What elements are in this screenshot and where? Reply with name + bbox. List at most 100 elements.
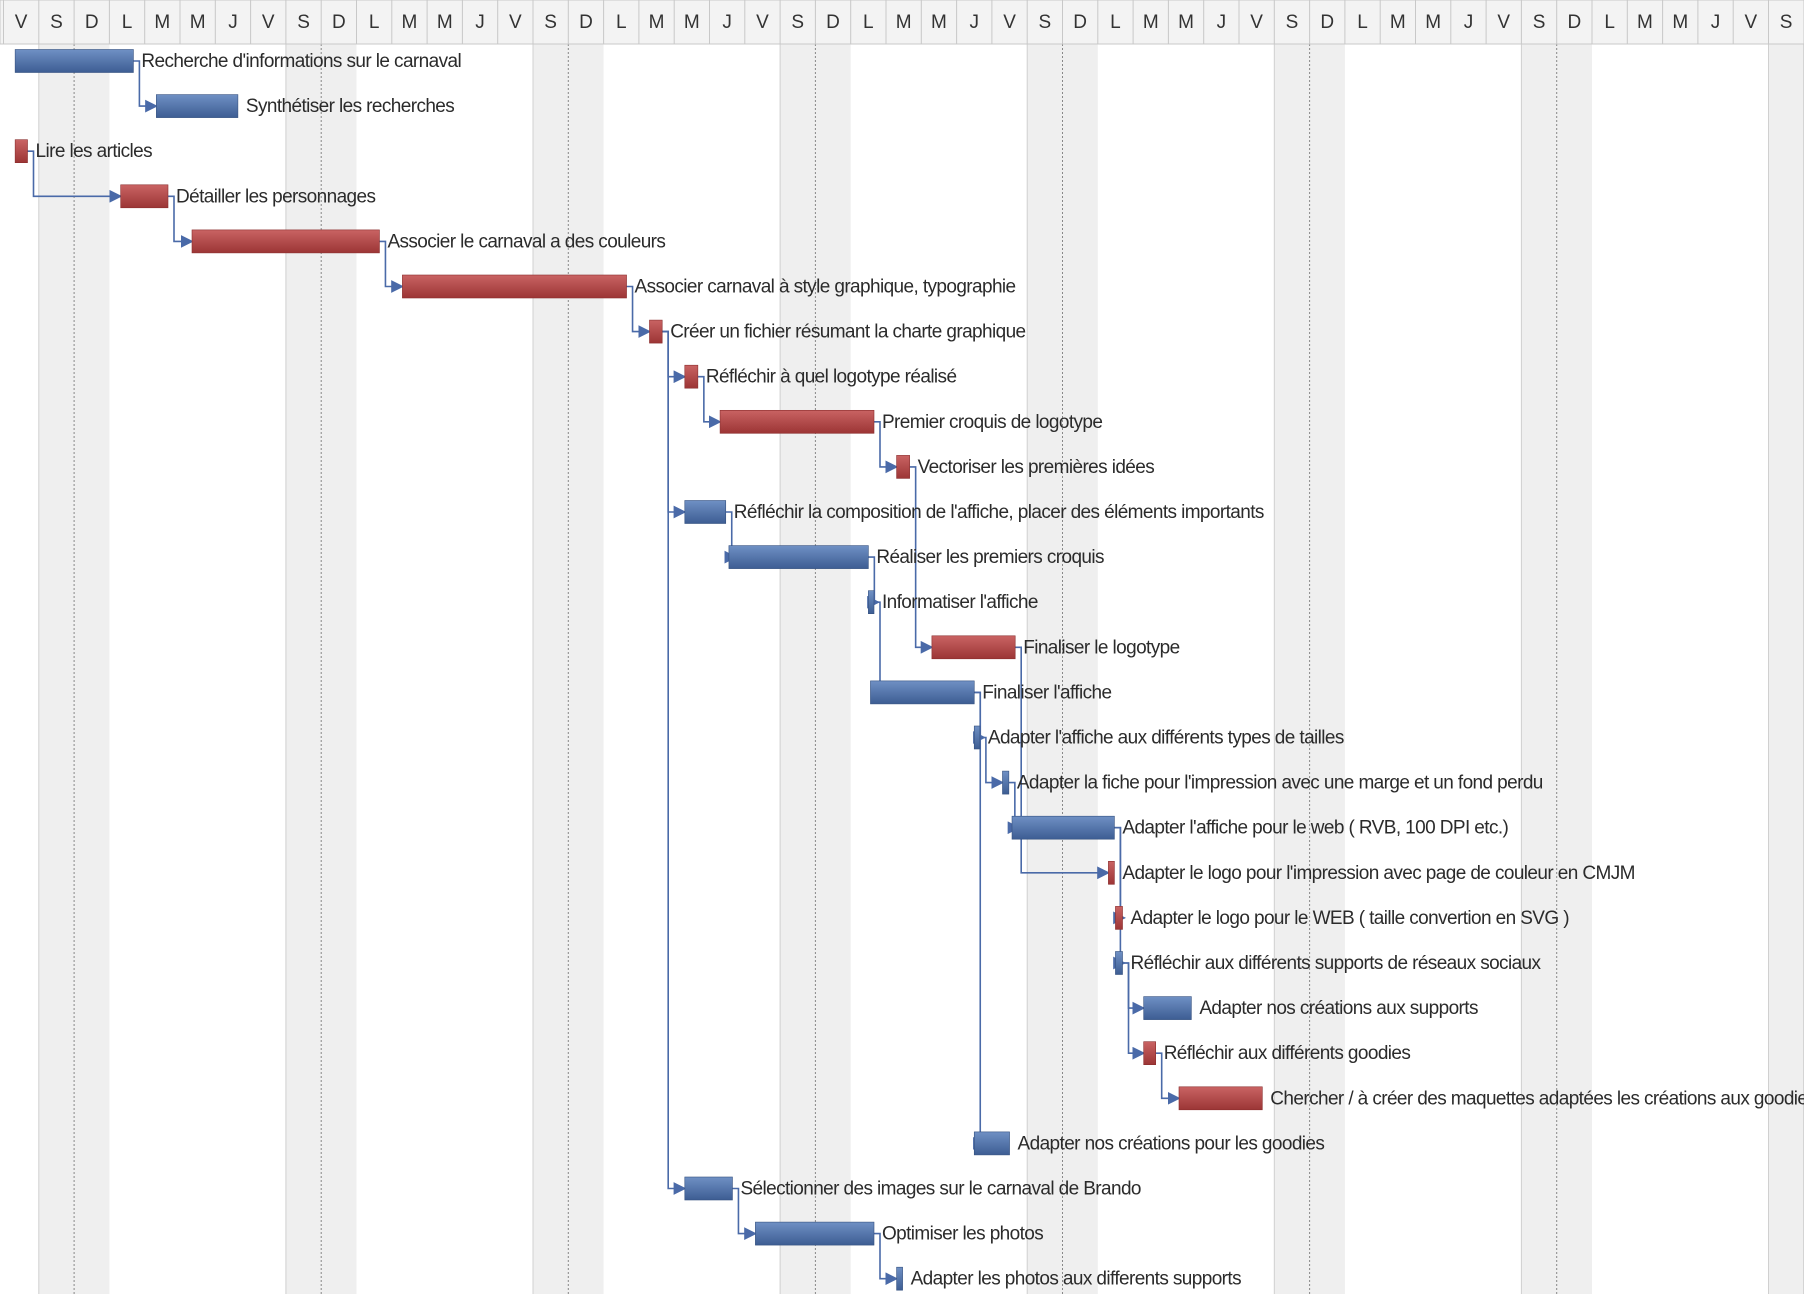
- task-bar: [402, 274, 627, 299]
- day-tick-label: D: [85, 12, 99, 33]
- task-label: Premier croquis de logotype: [882, 412, 1102, 433]
- task-label: Informatiser l'affiche: [882, 592, 1038, 613]
- day-tick-label: S: [297, 12, 310, 33]
- task-bar: [1011, 815, 1115, 840]
- weekend-band: [815, 44, 851, 1294]
- task-bar: [973, 725, 981, 750]
- weekend-bands: [38, 0, 1804, 1294]
- task-label: Lire les articles: [36, 141, 153, 162]
- task-bar: [14, 49, 134, 73]
- day-tick-label: L: [369, 12, 380, 33]
- day-tick-label: V: [262, 12, 275, 33]
- task-label: Adapter l'affiche aux différents types d…: [988, 728, 1344, 749]
- task-label: Recherche d'informations sur le carnaval: [141, 51, 461, 72]
- day-tick-label: V: [1003, 12, 1016, 33]
- task-bars: [14, 49, 1263, 1291]
- task-bar: [719, 409, 875, 434]
- dependency-arrow: [697, 375, 722, 429]
- day-tick-label: D: [1567, 12, 1581, 33]
- day-tick-label: M: [649, 12, 665, 33]
- task-label: Chercher / à créer des maquettes adaptée…: [1270, 1088, 1804, 1109]
- weekend-band: [1309, 44, 1345, 1294]
- task-bar: [755, 1221, 875, 1246]
- day-tick-label: J: [1711, 12, 1721, 33]
- task-bar: [973, 1131, 1010, 1156]
- day-tick-label: M: [1178, 12, 1194, 33]
- day-tick-label: D: [1073, 12, 1087, 33]
- task-bar: [1115, 906, 1123, 930]
- task-label: Associer le carnaval a des couleurs: [387, 231, 665, 252]
- task-bar: [868, 590, 875, 615]
- day-tick-label: J: [722, 12, 732, 33]
- dependency-arrow: [973, 691, 986, 1150]
- day-tick-label: M: [1672, 12, 1688, 33]
- task-label: Finaliser le logotype: [1023, 637, 1179, 658]
- day-tick-label: J: [1464, 12, 1474, 33]
- dependency-arrow: [1122, 962, 1146, 1060]
- weekend-band: [1062, 44, 1098, 1294]
- task-bar: [1178, 1086, 1263, 1111]
- day-tick-label: V: [1497, 12, 1510, 33]
- task-label: Réfléchir la composition de l'affiche, p…: [734, 502, 1264, 523]
- dependency-arrow: [873, 1232, 899, 1286]
- day-tick-label: S: [791, 12, 804, 33]
- weekend-band: [780, 44, 816, 1294]
- task-label: Réfléchir à quel logotype réalisé: [706, 367, 957, 388]
- dependency-arrow: [979, 736, 1005, 789]
- day-tick-label: M: [402, 12, 418, 33]
- dependency-arrow: [626, 285, 652, 339]
- day-tick-label: J: [475, 12, 485, 33]
- day-tick-label: V: [1250, 12, 1263, 33]
- task-label: Adapter les photos aux differents suppor…: [911, 1269, 1241, 1290]
- day-tick-label: S: [50, 12, 63, 33]
- task-label: Adapter l'affiche pour le web ( RVB, 100…: [1122, 818, 1508, 839]
- task-label: Adapter le logo pour l'impression avec p…: [1122, 863, 1634, 884]
- task-label: Associer carnaval à style graphique, typ…: [635, 277, 1016, 298]
- day-tick-label: L: [616, 12, 627, 33]
- day-tick-label: D: [579, 12, 593, 33]
- task-bar: [931, 635, 1016, 660]
- weekend-band: [1768, 44, 1804, 1294]
- dependency-arrow: [1113, 826, 1126, 970]
- dependency-links: [27, 60, 1181, 1286]
- day-tick-label: S: [1533, 12, 1546, 33]
- dependency-arrow: [1155, 1052, 1181, 1105]
- dependency-arrow: [133, 60, 158, 113]
- day-tick-label: V: [15, 12, 28, 33]
- task-label: Vectoriser les premières idées: [918, 457, 1155, 478]
- day-tick-label: D: [826, 12, 840, 33]
- weekend-band: [1556, 44, 1592, 1294]
- task-label: Réaliser les premiers croquis: [876, 547, 1104, 568]
- dependency-arrow: [909, 466, 934, 654]
- task-label: Sélectionner des images sur le carnaval …: [740, 1179, 1140, 1200]
- task-bar: [156, 94, 239, 118]
- weekend-band: [533, 44, 569, 1294]
- day-tick-label: M: [437, 12, 453, 33]
- weekend-band: [568, 44, 604, 1294]
- task-labels: Recherche d'informations sur le carnaval…: [36, 51, 1804, 1290]
- task-bar: [1143, 996, 1192, 1020]
- dependency-arrow: [167, 195, 194, 248]
- dependency-arrow: [379, 240, 404, 293]
- task-bar: [1108, 860, 1115, 885]
- day-tick-label: L: [863, 12, 874, 33]
- weekend-band: [1274, 44, 1310, 1294]
- day-tick-label: M: [931, 12, 947, 33]
- dependency-arrow: [732, 1187, 757, 1240]
- task-label: Créer un fichier résumant la charte grap…: [670, 322, 1025, 343]
- day-tick-label: J: [970, 12, 980, 33]
- day-tick-label: M: [684, 12, 700, 33]
- day-tick-label: M: [1143, 12, 1159, 33]
- task-label: Adapter nos créations pour les goodies: [1018, 1133, 1325, 1154]
- weekend-band: [1521, 44, 1557, 1294]
- task-label: Optimiser les photos: [882, 1224, 1043, 1245]
- day-tick-label: M: [896, 12, 912, 33]
- task-bar: [684, 364, 699, 389]
- task-label: Synthétiser les recherches: [246, 96, 454, 117]
- dependency-arrow: [873, 421, 899, 474]
- task-label: Adapter la fiche pour l'impression avec …: [1017, 773, 1543, 794]
- task-bar: [896, 455, 910, 479]
- task-label: Finaliser l'affiche: [982, 682, 1111, 703]
- day-tick-label: V: [756, 12, 769, 33]
